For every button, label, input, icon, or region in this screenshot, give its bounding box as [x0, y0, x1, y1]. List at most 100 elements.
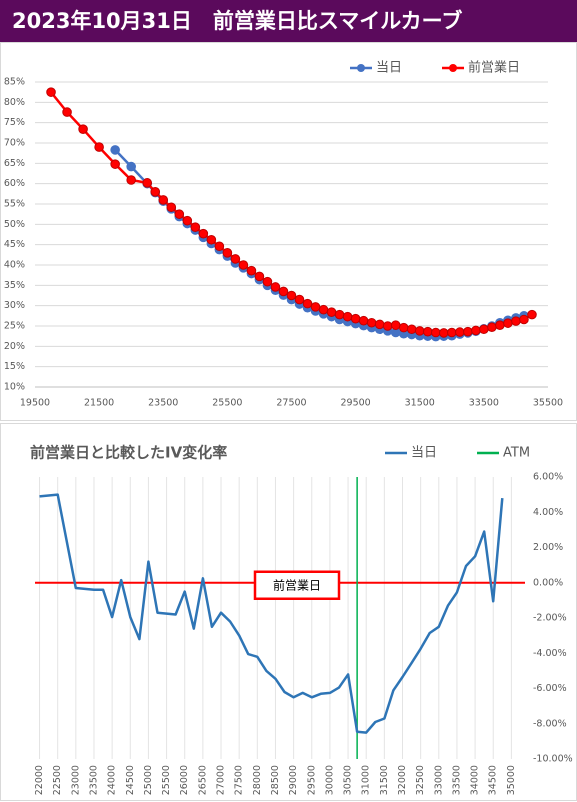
x-tick-label: 32500 [415, 765, 426, 795]
x-tick-label: 28000 [252, 765, 263, 795]
point [198, 228, 209, 239]
point [142, 178, 153, 188]
point [318, 304, 329, 315]
x-tick-label: 23500 [88, 765, 99, 795]
point [182, 215, 193, 226]
point [190, 222, 201, 232]
point [527, 309, 537, 320]
point [174, 209, 185, 219]
y-tick-label: 40% [4, 260, 25, 271]
point [350, 313, 361, 324]
point [230, 254, 241, 264]
header-band [0, 0, 577, 42]
point [422, 326, 433, 337]
point [78, 124, 88, 134]
annotation: 前営業日 [273, 577, 321, 592]
x-tick-label: 35500 [533, 398, 563, 409]
point [150, 187, 161, 197]
x-tick-label: 31500 [379, 765, 390, 795]
y-tick-label: 0.00% [533, 577, 563, 588]
point [238, 260, 249, 270]
point [278, 286, 289, 297]
x-tick-label: 26500 [197, 765, 208, 795]
x-tick-label: 27500 [276, 398, 306, 409]
point [286, 290, 297, 301]
y-tick-label: 4.00% [533, 507, 563, 518]
point [166, 202, 177, 213]
y-tick-label: 70% [4, 138, 25, 149]
x-tick-label: 34500 [488, 765, 499, 795]
y-tick-label: 30% [4, 300, 25, 311]
point [414, 326, 425, 336]
x-tick-label: 35000 [506, 765, 517, 795]
point [455, 327, 465, 337]
point [511, 316, 521, 326]
y-tick-label: -8.00% [533, 718, 567, 729]
x-tick-label: 23000 [70, 765, 81, 795]
point [214, 241, 225, 252]
legend-label: 当日 [376, 61, 402, 76]
x-tick-label: 25500 [161, 765, 172, 795]
point [495, 320, 505, 330]
point [270, 282, 281, 292]
x-tick-label: 28500 [270, 765, 281, 795]
y-tick-label: -2.00% [533, 613, 567, 624]
x-tick-label: 33500 [451, 765, 462, 795]
point [398, 322, 409, 333]
y-tick-label: 6.00% [533, 472, 563, 483]
point [342, 311, 353, 322]
point [447, 327, 457, 338]
y-tick-label: 10% [4, 382, 25, 393]
x-tick-label: 31500 [405, 398, 435, 409]
y-tick-label: 85% [4, 77, 25, 88]
x-tick-label: 23500 [148, 398, 178, 409]
x-tick-label: 22500 [52, 765, 63, 795]
point [503, 318, 513, 328]
y-tick-label: 15% [4, 361, 25, 372]
legend-label: 前営業日 [468, 60, 520, 76]
point [110, 145, 120, 155]
x-tick-label: 21500 [84, 398, 114, 409]
x-tick-label: 26000 [179, 765, 190, 795]
series-line [39, 493, 504, 734]
x-tick-label: 30000 [324, 765, 335, 795]
point [254, 271, 265, 282]
point [374, 319, 385, 330]
x-tick-label: 25000 [143, 765, 154, 795]
legend-label: 当日 [411, 446, 437, 461]
point [430, 327, 441, 338]
y-tick-label: -10.00% [533, 754, 573, 765]
legend-marker [449, 64, 458, 72]
point [471, 325, 481, 336]
y-tick-label: 80% [4, 97, 25, 108]
annotation-box [253, 570, 341, 600]
panel [0, 423, 577, 801]
point [158, 195, 169, 205]
point [326, 307, 337, 317]
x-tick-label: 32000 [397, 765, 408, 795]
y-tick-label: 75% [4, 117, 25, 128]
chart-title: 前営業日と比較したIV変化率 [30, 444, 227, 462]
y-tick-label: 50% [4, 219, 25, 230]
point [46, 87, 56, 97]
point [358, 315, 369, 326]
x-tick-label: 29500 [306, 765, 317, 795]
point [390, 320, 401, 330]
y-tick-label: -6.00% [533, 683, 567, 694]
y-tick-label: 55% [4, 199, 25, 210]
point [126, 175, 136, 185]
point [438, 328, 449, 338]
legend-marker [357, 64, 365, 72]
point [463, 326, 473, 337]
y-tick-label: -4.00% [533, 648, 567, 659]
point [246, 265, 257, 276]
x-tick-label: 33500 [469, 398, 499, 409]
page-title: 2023年10月31日 前営業日比スマイルカーブ [12, 9, 462, 33]
x-tick-label: 24000 [107, 765, 118, 795]
x-tick-label: 29500 [341, 398, 371, 409]
x-tick-label: 31000 [361, 765, 372, 795]
point [310, 302, 321, 312]
x-tick-label: 30500 [343, 765, 354, 795]
legend-label: ATM [503, 446, 530, 461]
